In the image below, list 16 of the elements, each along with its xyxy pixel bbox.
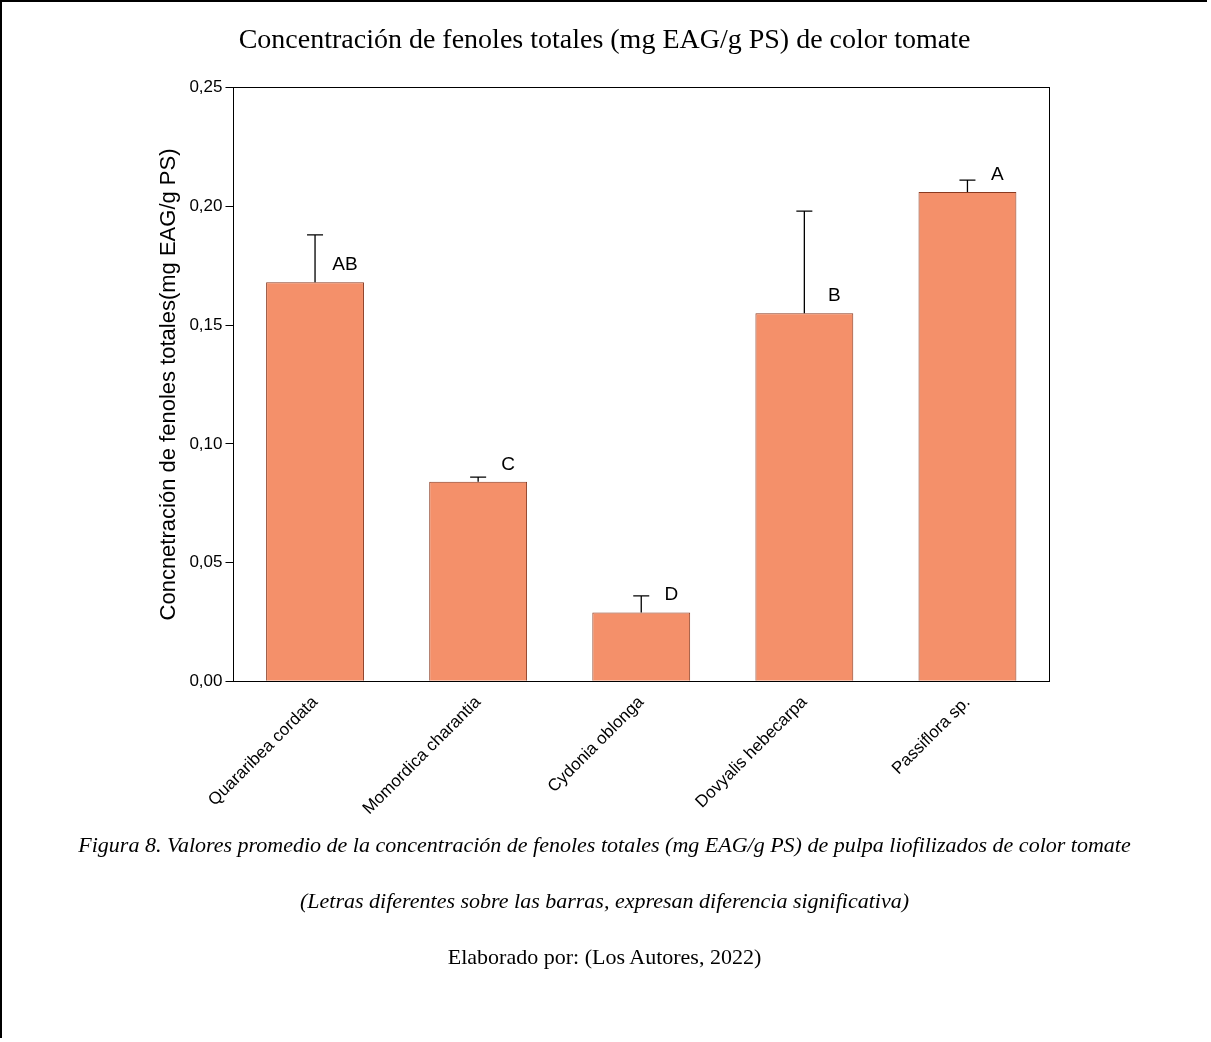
y-tick-label: 0,05 [189, 552, 223, 572]
y-axis-title: Concnetración de fenoles totales(mg EAG/g PS) [155, 148, 181, 621]
y-tick-label: 0,15 [189, 314, 223, 334]
y-tick-label: 0,20 [189, 196, 223, 216]
text: Figura 8. Valores promedio de la concentración de fenoles totales (mg EAG/g PS) de pulpa liofilizados de color tomate [77, 832, 1132, 858]
annotation: D [664, 583, 679, 605]
y-tick-label: 0,10 [189, 433, 223, 453]
chart-title: Concentración de fenoles totales (mg EAG/g PS) de color tomate [238, 23, 971, 55]
annotation: AB [332, 253, 358, 275]
y-tick-label: 0,00 [189, 671, 223, 691]
annotation: B [828, 283, 841, 305]
y-tick-label: 0,25 [189, 77, 223, 97]
text: Elaborado por: (Los Autores, 2022) [446, 944, 763, 970]
annotation: C [501, 452, 516, 474]
annotation: A [991, 162, 1005, 184]
text: (Letras diferentes sobre las barras, expresan diferencia significativa) [299, 888, 910, 914]
